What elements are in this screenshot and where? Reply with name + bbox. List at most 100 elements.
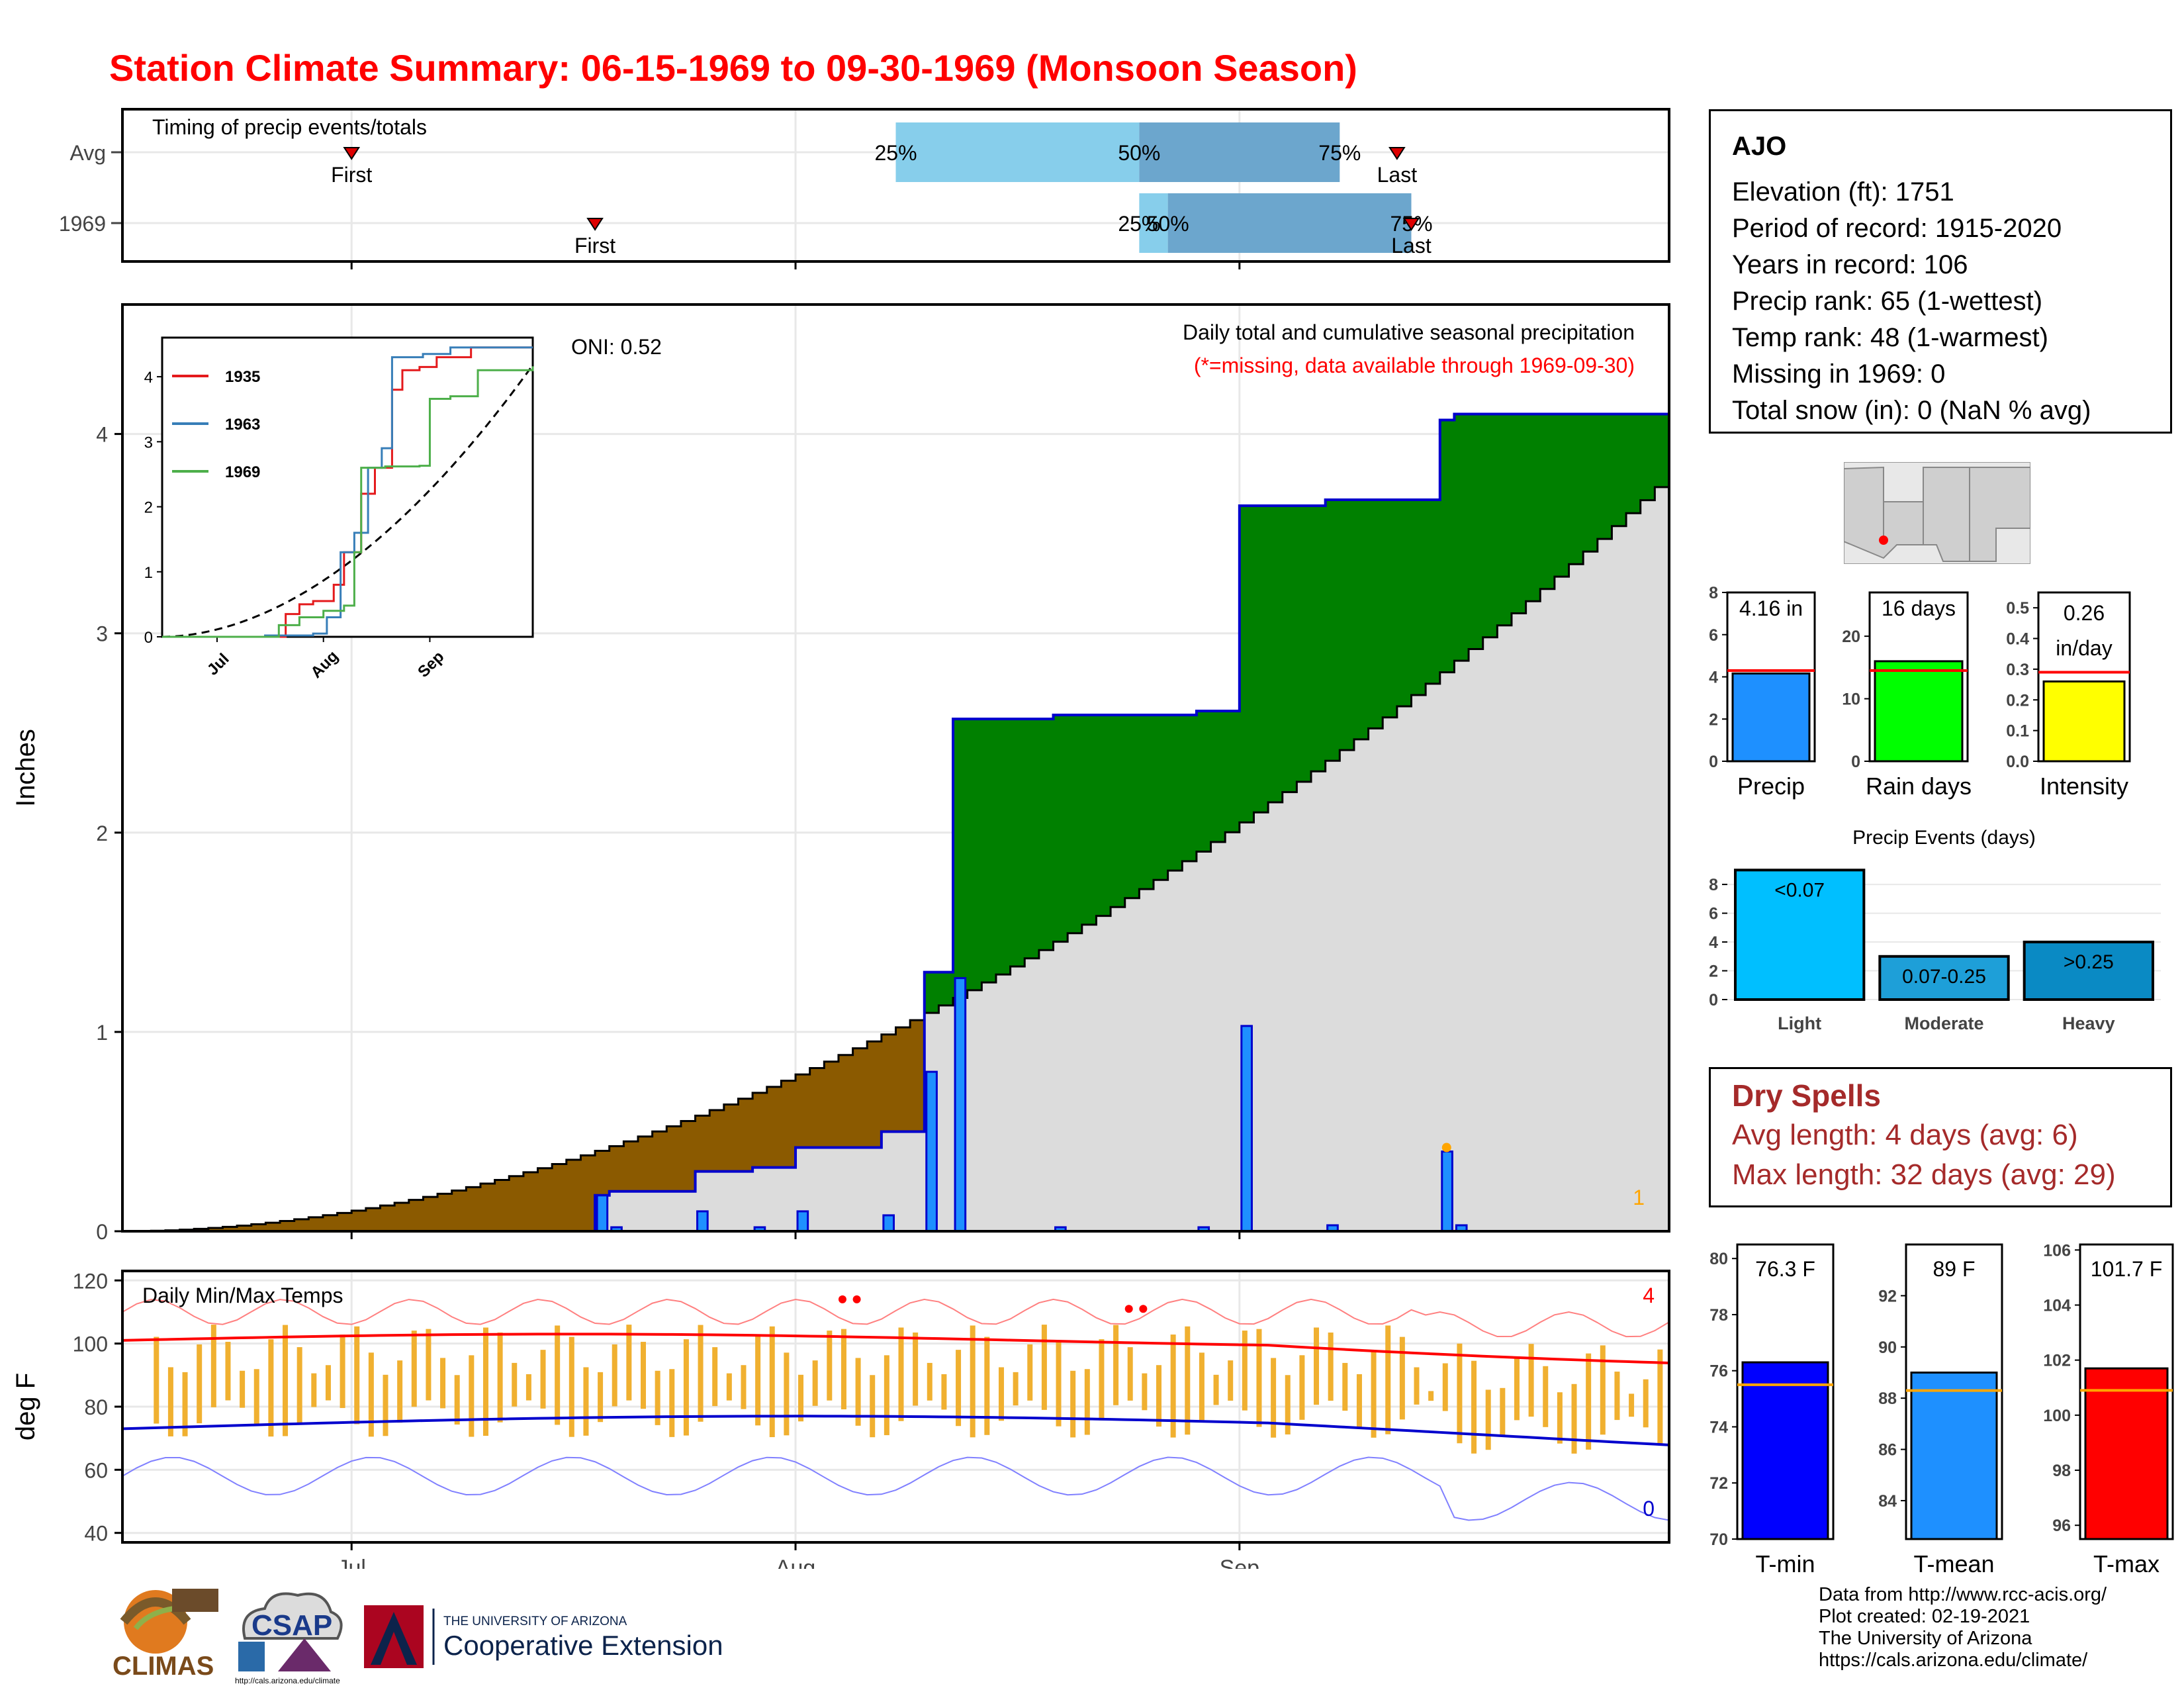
inset-avg-line: [161, 364, 534, 638]
y-tick-label: 40: [84, 1522, 108, 1546]
mini-tick-label: 106: [2043, 1241, 2071, 1260]
mini-value-label: 4.16 in: [1739, 596, 1803, 620]
timing-bar-25-50: [1139, 193, 1168, 253]
mini-bar: [1910, 1371, 1998, 1540]
record-high-point: [1124, 1305, 1133, 1313]
daily-temp-bar: [641, 1342, 646, 1409]
mini-tick-label: 0.4: [2006, 630, 2029, 649]
daily-temp-bar: [1228, 1360, 1234, 1401]
mini-tick-label: 92: [1878, 1287, 1897, 1305]
daily-temp-bar: [1027, 1344, 1033, 1401]
daily-temp-bar: [1399, 1336, 1405, 1420]
mini-axis-label: T-mean: [1913, 1550, 1994, 1577]
mini-tick-label: 84: [1878, 1492, 1897, 1511]
ua-top-text: THE UNIVERSITY OF ARIZONA: [443, 1615, 627, 1628]
record-high-line: [122, 1298, 1670, 1338]
mini-tick-label: 80: [1709, 1250, 1728, 1268]
daily-temp-bar: [368, 1352, 374, 1437]
dry-spells-max: Max length: 32 days (avg: 29): [1732, 1158, 2116, 1191]
events-tick-label: 8: [1709, 876, 1718, 894]
ua-logo: THE UNIVERSITY OF ARIZONA Cooperative Ex…: [364, 1605, 723, 1668]
events-tick-label: 0: [1709, 991, 1718, 1009]
station-location-marker: [1879, 536, 1888, 545]
daily-temp-bar: [798, 1374, 804, 1422]
daily-temp-bar: [1271, 1358, 1277, 1438]
avg-max-line: [122, 1333, 1670, 1364]
mini-value-label: 16 days: [1882, 596, 1956, 620]
daily-temp-bar: [1185, 1326, 1191, 1435]
daily-temp-bar: [540, 1350, 546, 1409]
daily-temp-bar: [898, 1327, 904, 1421]
events-tick-label: 2: [1709, 962, 1718, 981]
daily-temp-bar: [340, 1335, 345, 1409]
daily-temp-bar: [569, 1336, 574, 1437]
mini-bar: [1741, 1361, 1829, 1540]
mini-tick-label: 76: [1709, 1362, 1728, 1381]
events-tick-label: 6: [1709, 905, 1718, 923]
record-high-point: [852, 1295, 861, 1303]
dry-spells-title: Dry Spells: [1732, 1078, 1881, 1113]
mini-tick-label: 98: [2052, 1462, 2071, 1480]
csap-text: CSAP: [251, 1609, 332, 1642]
credits: Data from http://www.rcc-acis.org/ Plot …: [1819, 1584, 2107, 1671]
daily-temp-bar: [525, 1374, 531, 1401]
chart-frame: [121, 303, 1670, 1233]
record-high-point: [1139, 1305, 1148, 1313]
daily-temp-bar: [1543, 1366, 1549, 1427]
daily-temp-bar: [598, 1372, 604, 1423]
daily-temp-bar: [1485, 1389, 1491, 1450]
inset-y-tick: 2: [144, 499, 153, 517]
mini-tick-label: 0.3: [2006, 661, 2029, 679]
credit-line: https://cals.arizona.edu/climate/: [1819, 1650, 2088, 1671]
daily-temp-bar: [1242, 1331, 1248, 1411]
event-category-label: Light: [1778, 1013, 1821, 1033]
record-high-point: [838, 1295, 846, 1303]
daily-temp-bar: [655, 1370, 660, 1425]
daily-temp-bar: [1056, 1342, 1062, 1427]
credit-line: The University of Arizona: [1819, 1628, 2032, 1649]
timing-bar-50-75: [1139, 122, 1340, 182]
credit-line: Plot created: 02-19-2021: [1819, 1606, 2030, 1627]
timing-marker: [1388, 147, 1406, 160]
daily-precip-bar: [796, 1210, 809, 1233]
dry-spells-box: Dry Spells Avg length: 4 days (avg: 6) M…: [1709, 1067, 2172, 1207]
daily-temp-bar: [1256, 1329, 1262, 1427]
daily-temp-bar: [354, 1326, 360, 1425]
event-bar: [1734, 868, 1866, 1001]
inset-year-line: [162, 346, 533, 638]
daily-temp-bar: [1643, 1379, 1649, 1428]
ua-bottom-text: Cooperative Extension: [443, 1630, 723, 1661]
mini-bar: [1874, 660, 1964, 763]
daily-temp-bar: [1199, 1352, 1205, 1421]
daily-temp-bar: [268, 1339, 274, 1437]
station-info-box: AJO Elevation (ft): 1751 Period of recor…: [1709, 109, 2172, 434]
event-category-label: Heavy: [2062, 1013, 2115, 1033]
event-bar-label: >0.25: [2064, 951, 2114, 973]
above-avg-area: [122, 414, 1669, 1231]
temp-value-label: 76.3 F: [1755, 1257, 1815, 1281]
timing-bar-50-75: [1167, 193, 1412, 253]
daily-temp-bar: [210, 1325, 216, 1407]
y-tick-label: 1: [96, 1021, 108, 1045]
daily-temp-bar: [1557, 1392, 1563, 1444]
daily-temp-bar: [970, 1325, 976, 1438]
below-avg-area: [136, 1020, 925, 1231]
daily-temp-bar: [927, 1362, 933, 1401]
daily-precip-bar: [596, 1194, 609, 1233]
daily-temp-bar: [411, 1331, 417, 1407]
timing-marker-label: Last: [1391, 234, 1432, 258]
mini-axis-label: T-min: [1756, 1550, 1815, 1577]
daily-temp-bar: [956, 1350, 962, 1427]
daily-temp-bar: [311, 1373, 317, 1407]
daily-temp-bar: [1070, 1370, 1076, 1438]
daily-temp-bar: [325, 1365, 331, 1401]
daily-temp-bar: [1342, 1362, 1348, 1411]
daily-temp-bar: [253, 1369, 259, 1425]
mini-tick-label: 100: [2043, 1407, 2071, 1425]
mini-tick-label: 4: [1709, 669, 1718, 687]
mini-tick-label: 70: [1709, 1530, 1728, 1549]
temp-panel-label: Daily Min/Max Temps: [142, 1284, 343, 1307]
daily-precip-bar: [1441, 1150, 1453, 1233]
event-category-label: Moderate: [1904, 1013, 1983, 1033]
